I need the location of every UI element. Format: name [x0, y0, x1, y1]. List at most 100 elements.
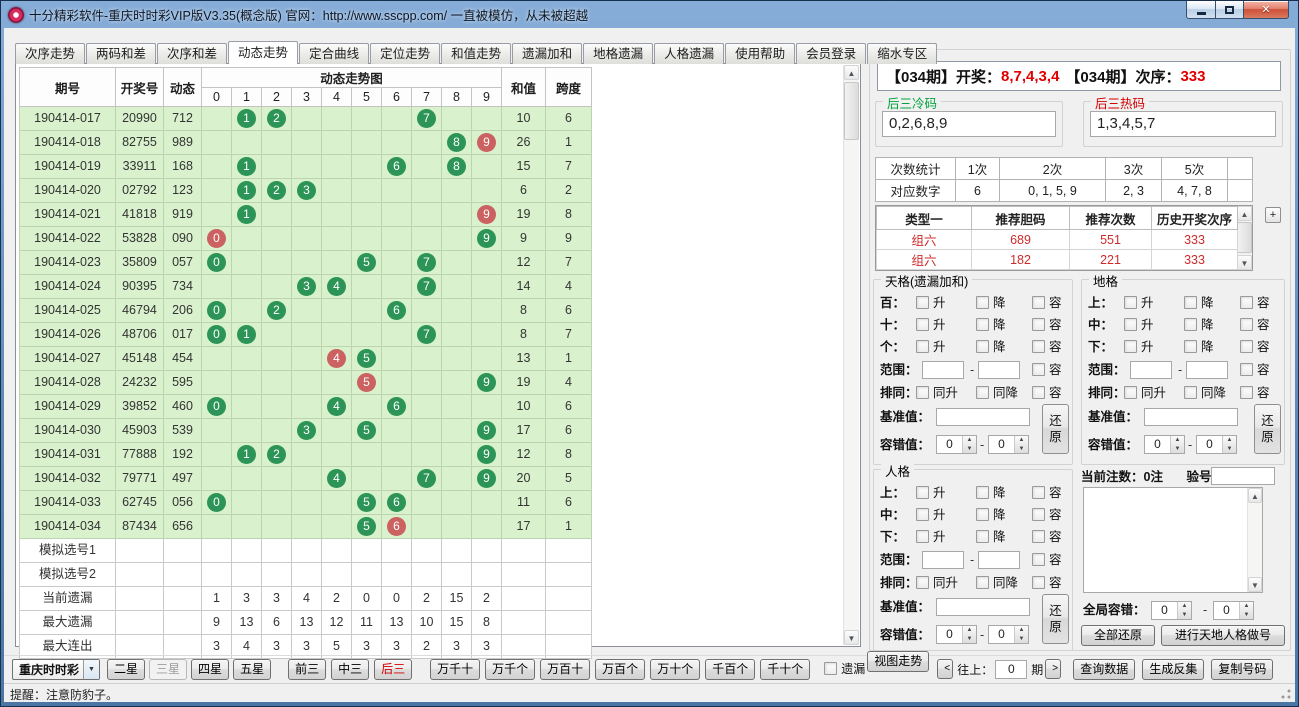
tab-item[interactable]: 会员登录 — [796, 43, 867, 64]
global-tolerance-max-spinner[interactable]: 0 ▲ ▼ — [1213, 601, 1254, 620]
tab-item[interactable]: 两码和差 — [86, 43, 157, 64]
base-value-input[interactable] — [936, 598, 1030, 616]
spinner-down-icon[interactable]: ▼ — [1018, 635, 1025, 642]
position-button[interactable]: 万百个 — [595, 658, 646, 680]
make-numbers-button[interactable]: 进行天地人格做号 — [1161, 625, 1285, 646]
range-max-input[interactable] — [1186, 361, 1228, 379]
allow-checkbox[interactable] — [1032, 508, 1045, 521]
textarea-scrollbar[interactable]: ▲ ▼ — [1247, 488, 1262, 592]
minimize-button[interactable] — [1186, 1, 1216, 19]
allow-checkbox[interactable] — [1032, 576, 1045, 589]
base-value-input[interactable] — [936, 408, 1030, 426]
scrollbar-thumb[interactable] — [1237, 222, 1252, 253]
allow-checkbox[interactable] — [1032, 386, 1045, 399]
same-up-checkbox[interactable] — [916, 386, 929, 399]
action-button[interactable]: 复制号码 — [1211, 658, 1274, 680]
fall-checkbox[interactable] — [976, 508, 989, 521]
tab-item[interactable]: 缩水专区 — [867, 43, 938, 64]
chart-view-button[interactable]: 视图走势 — [867, 650, 930, 672]
star-mode-button[interactable]: 三星 — [149, 658, 188, 680]
rise-checkbox[interactable] — [916, 296, 929, 309]
spinner-down-icon[interactable]: ▼ — [966, 635, 973, 642]
tab-item[interactable]: 和值走势 — [441, 43, 512, 64]
reset-all-button[interactable]: 全部还原 — [1081, 625, 1155, 646]
same-down-checkbox[interactable] — [1184, 386, 1197, 399]
fall-checkbox[interactable] — [976, 296, 989, 309]
section-button[interactable]: 前三 — [288, 658, 327, 680]
spinner-up-icon[interactable]: ▲ — [1226, 437, 1233, 443]
rise-checkbox[interactable] — [1124, 340, 1137, 353]
star-mode-button[interactable]: 二星 — [107, 658, 146, 680]
range-min-input[interactable] — [1130, 361, 1172, 379]
action-button[interactable]: 查询数据 — [1073, 658, 1136, 680]
spinner-up-icon[interactable]: ▲ — [1243, 603, 1250, 609]
allow-checkbox[interactable] — [1032, 553, 1045, 566]
tab-item[interactable]: 次序和差 — [157, 43, 228, 64]
allow-checkbox[interactable] — [1032, 340, 1045, 353]
titlebar[interactable]: 十分精彩软件-重庆时时彩VIP版V3.35(概念版) 官网：http://www… — [1, 1, 1298, 28]
fall-checkbox[interactable] — [1184, 340, 1197, 353]
maximize-button[interactable] — [1216, 1, 1244, 19]
period-input[interactable]: 0 — [995, 659, 1028, 679]
rise-checkbox[interactable] — [1124, 318, 1137, 331]
rise-checkbox[interactable] — [916, 486, 929, 499]
position-button[interactable]: 万百十 — [540, 658, 591, 680]
rise-checkbox[interactable] — [916, 508, 929, 521]
tab-item[interactable]: 动态走势 — [228, 41, 299, 64]
allow-checkbox[interactable] — [1240, 318, 1253, 331]
allow-checkbox[interactable] — [1032, 318, 1045, 331]
tolerance-max-spinner[interactable]: 0 ▲ ▼ — [988, 625, 1029, 644]
tab-item[interactable]: 次序走势 — [15, 43, 86, 64]
allow-checkbox[interactable] — [1032, 363, 1045, 376]
allow-checkbox[interactable] — [1240, 340, 1253, 353]
position-button[interactable]: 万千个 — [485, 658, 536, 680]
next-period-button[interactable]: > — [1045, 659, 1062, 679]
spinner-down-icon[interactable]: ▼ — [1018, 445, 1025, 452]
spinner-down-icon[interactable]: ▼ — [1174, 445, 1181, 452]
resize-grip[interactable] — [1279, 688, 1292, 701]
verify-input[interactable] — [1211, 467, 1275, 485]
spinner-down-icon[interactable]: ▼ — [1181, 611, 1188, 618]
same-down-checkbox[interactable] — [976, 576, 989, 589]
allow-checkbox[interactable] — [1032, 486, 1045, 499]
position-button[interactable]: 万十个 — [650, 658, 701, 680]
numbers-textarea[interactable]: ▲ ▼ — [1083, 487, 1263, 593]
allow-checkbox[interactable] — [1240, 296, 1253, 309]
spinner-up-icon[interactable]: ▲ — [1018, 437, 1025, 443]
omit-checkbox[interactable] — [824, 662, 838, 675]
trend-scrollbar[interactable]: ▲ ▼ — [843, 65, 859, 645]
scroll-up-icon[interactable]: ▲ — [1248, 488, 1262, 503]
section-button[interactable]: 后三 — [374, 658, 413, 680]
same-up-checkbox[interactable] — [916, 576, 929, 589]
spinner-up-icon[interactable]: ▲ — [1181, 603, 1188, 609]
prev-period-button[interactable]: < — [937, 659, 954, 679]
expand-table-button[interactable]: + — [1265, 207, 1281, 223]
tab-item[interactable]: 定合曲线 — [299, 43, 370, 64]
tolerance-min-spinner[interactable]: 0 ▲ ▼ — [1144, 435, 1185, 454]
section-button[interactable]: 中三 — [331, 658, 370, 680]
position-button[interactable]: 千百个 — [705, 658, 756, 680]
close-button[interactable]: ✕ — [1244, 1, 1289, 19]
tab-item[interactable]: 人格遗漏 — [654, 43, 725, 64]
range-max-input[interactable] — [978, 361, 1020, 379]
same-up-checkbox[interactable] — [1124, 386, 1137, 399]
tab-item[interactable]: 遗漏加和 — [512, 43, 583, 64]
scrollbar-thumb[interactable] — [844, 82, 859, 140]
range-min-input[interactable] — [922, 551, 964, 569]
fall-checkbox[interactable] — [976, 530, 989, 543]
tolerance-min-spinner[interactable]: 0 ▲ ▼ — [936, 435, 977, 454]
restore-button[interactable]: 还原 — [1254, 404, 1281, 454]
spinner-down-icon[interactable]: ▼ — [966, 445, 973, 452]
cold-numbers-input[interactable]: 0,2,6,8,9 — [882, 111, 1056, 137]
scroll-up-icon[interactable]: ▲ — [844, 65, 859, 80]
allow-checkbox[interactable] — [1032, 296, 1045, 309]
scroll-down-icon[interactable]: ▼ — [1237, 255, 1252, 270]
position-button[interactable]: 万千十 — [430, 658, 481, 680]
base-value-input[interactable] — [1144, 408, 1238, 426]
tab-item[interactable]: 使用帮助 — [725, 43, 796, 64]
rise-checkbox[interactable] — [916, 318, 929, 331]
fall-checkbox[interactable] — [1184, 296, 1197, 309]
scroll-down-icon[interactable]: ▼ — [1248, 577, 1262, 592]
rise-checkbox[interactable] — [916, 530, 929, 543]
position-button[interactable]: 千十个 — [760, 658, 811, 680]
